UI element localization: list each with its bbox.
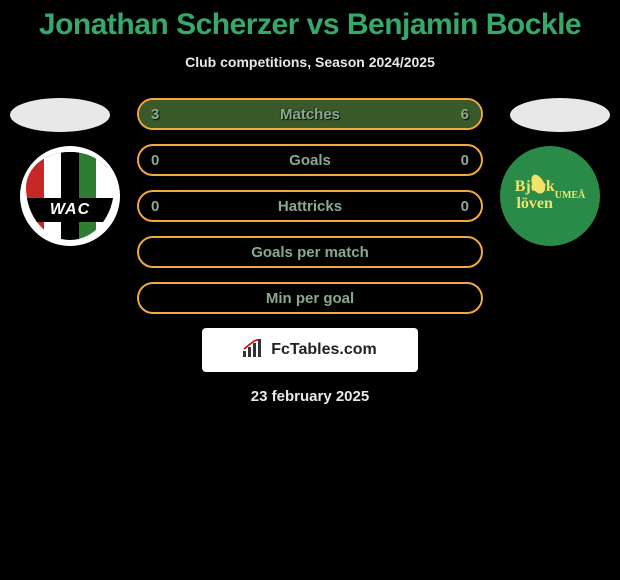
subtitle: Club competitions, Season 2024/2025 xyxy=(0,54,620,70)
bar-label: Min per goal xyxy=(139,284,481,312)
bar-hattricks: 0 Hattricks 0 xyxy=(137,190,483,222)
bar-label: Goals xyxy=(139,146,481,174)
comparison-panel: WAC BjörklövenUMEÅ 3 Matches 6 0 Goals 0… xyxy=(0,98,620,405)
flag-right xyxy=(510,98,610,132)
bar-value-right: 0 xyxy=(461,146,469,174)
brand-badge: FcTables.com xyxy=(202,328,418,372)
bar-label: Hattricks xyxy=(139,192,481,220)
bar-goals-per-match: Goals per match xyxy=(137,236,483,268)
bar-goals: 0 Goals 0 xyxy=(137,144,483,176)
club-logo-right: BjörklövenUMEÅ xyxy=(500,146,600,246)
date-label: 23 february 2025 xyxy=(0,388,620,405)
stat-bars: 3 Matches 6 0 Goals 0 0 Hattricks 0 Goal… xyxy=(137,98,483,314)
bar-value-right: 0 xyxy=(461,192,469,220)
page-title: Jonathan Scherzer vs Benjamin Bockle xyxy=(0,0,620,42)
chart-icon xyxy=(243,339,265,362)
bar-min-per-goal: Min per goal xyxy=(137,282,483,314)
flag-left xyxy=(10,98,110,132)
brand-text: FcTables.com xyxy=(271,341,377,359)
bar-label: Goals per match xyxy=(139,238,481,266)
bar-value-right: 6 xyxy=(461,100,469,128)
bar-label: Matches xyxy=(139,100,481,128)
club-logo-left: WAC xyxy=(20,146,120,246)
bar-matches: 3 Matches 6 xyxy=(137,98,483,130)
